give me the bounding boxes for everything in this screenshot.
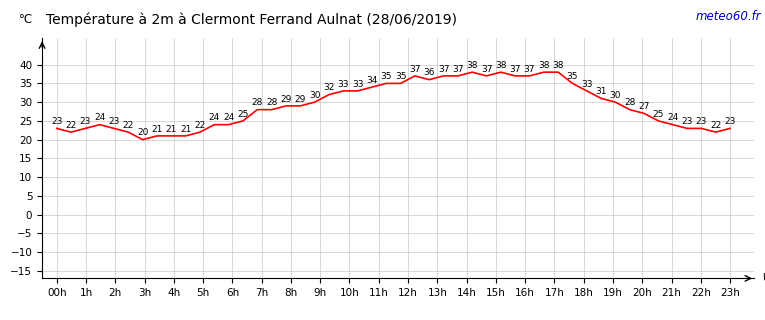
Text: 37: 37 <box>409 65 421 74</box>
Text: 29: 29 <box>295 95 306 104</box>
Text: 20: 20 <box>137 128 148 137</box>
Text: 38: 38 <box>552 61 564 70</box>
Text: 23: 23 <box>695 117 707 126</box>
Text: 22: 22 <box>194 121 206 130</box>
Text: 36: 36 <box>424 68 435 77</box>
Text: 22: 22 <box>66 121 76 130</box>
Text: 28: 28 <box>266 98 278 108</box>
Text: 23: 23 <box>724 117 736 126</box>
Text: 24: 24 <box>223 113 234 122</box>
Text: 37: 37 <box>452 65 464 74</box>
Text: 29: 29 <box>280 95 291 104</box>
Text: 21: 21 <box>180 125 191 134</box>
Text: 32: 32 <box>324 84 334 92</box>
Text: 28: 28 <box>252 98 263 108</box>
Text: °C: °C <box>19 13 33 26</box>
Text: 35: 35 <box>380 72 392 81</box>
Text: 25: 25 <box>653 110 664 119</box>
Text: 37: 37 <box>480 65 493 74</box>
Text: 21: 21 <box>166 125 177 134</box>
Text: 38: 38 <box>538 61 549 70</box>
Text: 23: 23 <box>80 117 91 126</box>
Text: meteo60.fr: meteo60.fr <box>695 10 761 23</box>
Text: 24: 24 <box>209 113 220 122</box>
Text: 27: 27 <box>639 102 649 111</box>
Text: 23: 23 <box>682 117 693 126</box>
Text: 34: 34 <box>366 76 378 85</box>
Text: 25: 25 <box>237 110 249 119</box>
Text: 33: 33 <box>581 80 593 89</box>
Text: 28: 28 <box>624 98 636 108</box>
Text: 33: 33 <box>352 80 363 89</box>
Text: 30: 30 <box>309 91 321 100</box>
Text: 23: 23 <box>109 117 119 126</box>
Text: 35: 35 <box>567 72 578 81</box>
Text: 37: 37 <box>509 65 521 74</box>
Text: 38: 38 <box>495 61 506 70</box>
Text: Température à 2m à Clermont Ferrand Aulnat (28/06/2019): Température à 2m à Clermont Ferrand Auln… <box>46 13 457 27</box>
Text: 38: 38 <box>467 61 478 70</box>
Text: 31: 31 <box>595 87 607 96</box>
Text: 30: 30 <box>610 91 621 100</box>
Text: 22: 22 <box>710 121 721 130</box>
Text: 22: 22 <box>122 121 134 130</box>
Text: 35: 35 <box>395 72 406 81</box>
Text: 24: 24 <box>667 113 679 122</box>
Text: 33: 33 <box>337 80 349 89</box>
Text: 24: 24 <box>94 113 106 122</box>
Text: 37: 37 <box>438 65 449 74</box>
Text: 21: 21 <box>151 125 163 134</box>
Text: 37: 37 <box>524 65 536 74</box>
Text: 23: 23 <box>51 117 63 126</box>
Text: UTC: UTC <box>762 273 765 284</box>
